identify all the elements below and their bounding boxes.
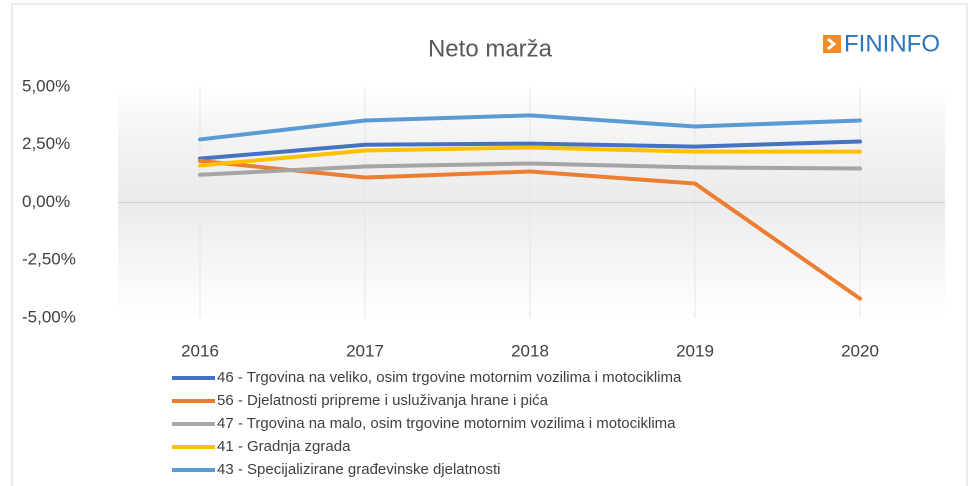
legend-label: 43 - Specijalizirane građevinske djelatn… bbox=[217, 461, 501, 478]
logo-text: FININFO bbox=[844, 30, 940, 57]
legend-label: 56 - Djelatnosti pripreme i usluživanja … bbox=[217, 392, 549, 409]
legend-label: 47 - Trgovina na malo, osim trgovine mot… bbox=[217, 415, 676, 432]
series-line bbox=[198, 158, 862, 301]
y-tick-label: 5,00% bbox=[22, 76, 70, 95]
x-tick-label: 2020 bbox=[841, 341, 879, 360]
series-line bbox=[198, 113, 862, 142]
series-line bbox=[198, 161, 862, 177]
y-tick-label: 2,50% bbox=[22, 134, 70, 153]
x-tick-label: 2019 bbox=[676, 341, 714, 360]
series-line bbox=[198, 139, 862, 161]
y-tick-label: -2,50% bbox=[22, 250, 76, 269]
logo-arrow bbox=[827, 37, 837, 51]
legend-label: 46 - Trgovina na veliko, osim trgovine m… bbox=[217, 369, 682, 386]
y-tick-label: -5,00% bbox=[22, 307, 76, 326]
x-tick-label: 2017 bbox=[346, 341, 384, 360]
chart-title: Neto marža bbox=[428, 35, 553, 62]
x-tick-label: 2018 bbox=[511, 341, 549, 360]
series-line bbox=[198, 145, 862, 168]
legend-label: 41 - Gradnja zgrada bbox=[217, 438, 351, 455]
x-tick-label: 2016 bbox=[181, 341, 219, 360]
logo: FININFO bbox=[823, 30, 940, 57]
y-tick-label: 0,00% bbox=[22, 192, 70, 211]
